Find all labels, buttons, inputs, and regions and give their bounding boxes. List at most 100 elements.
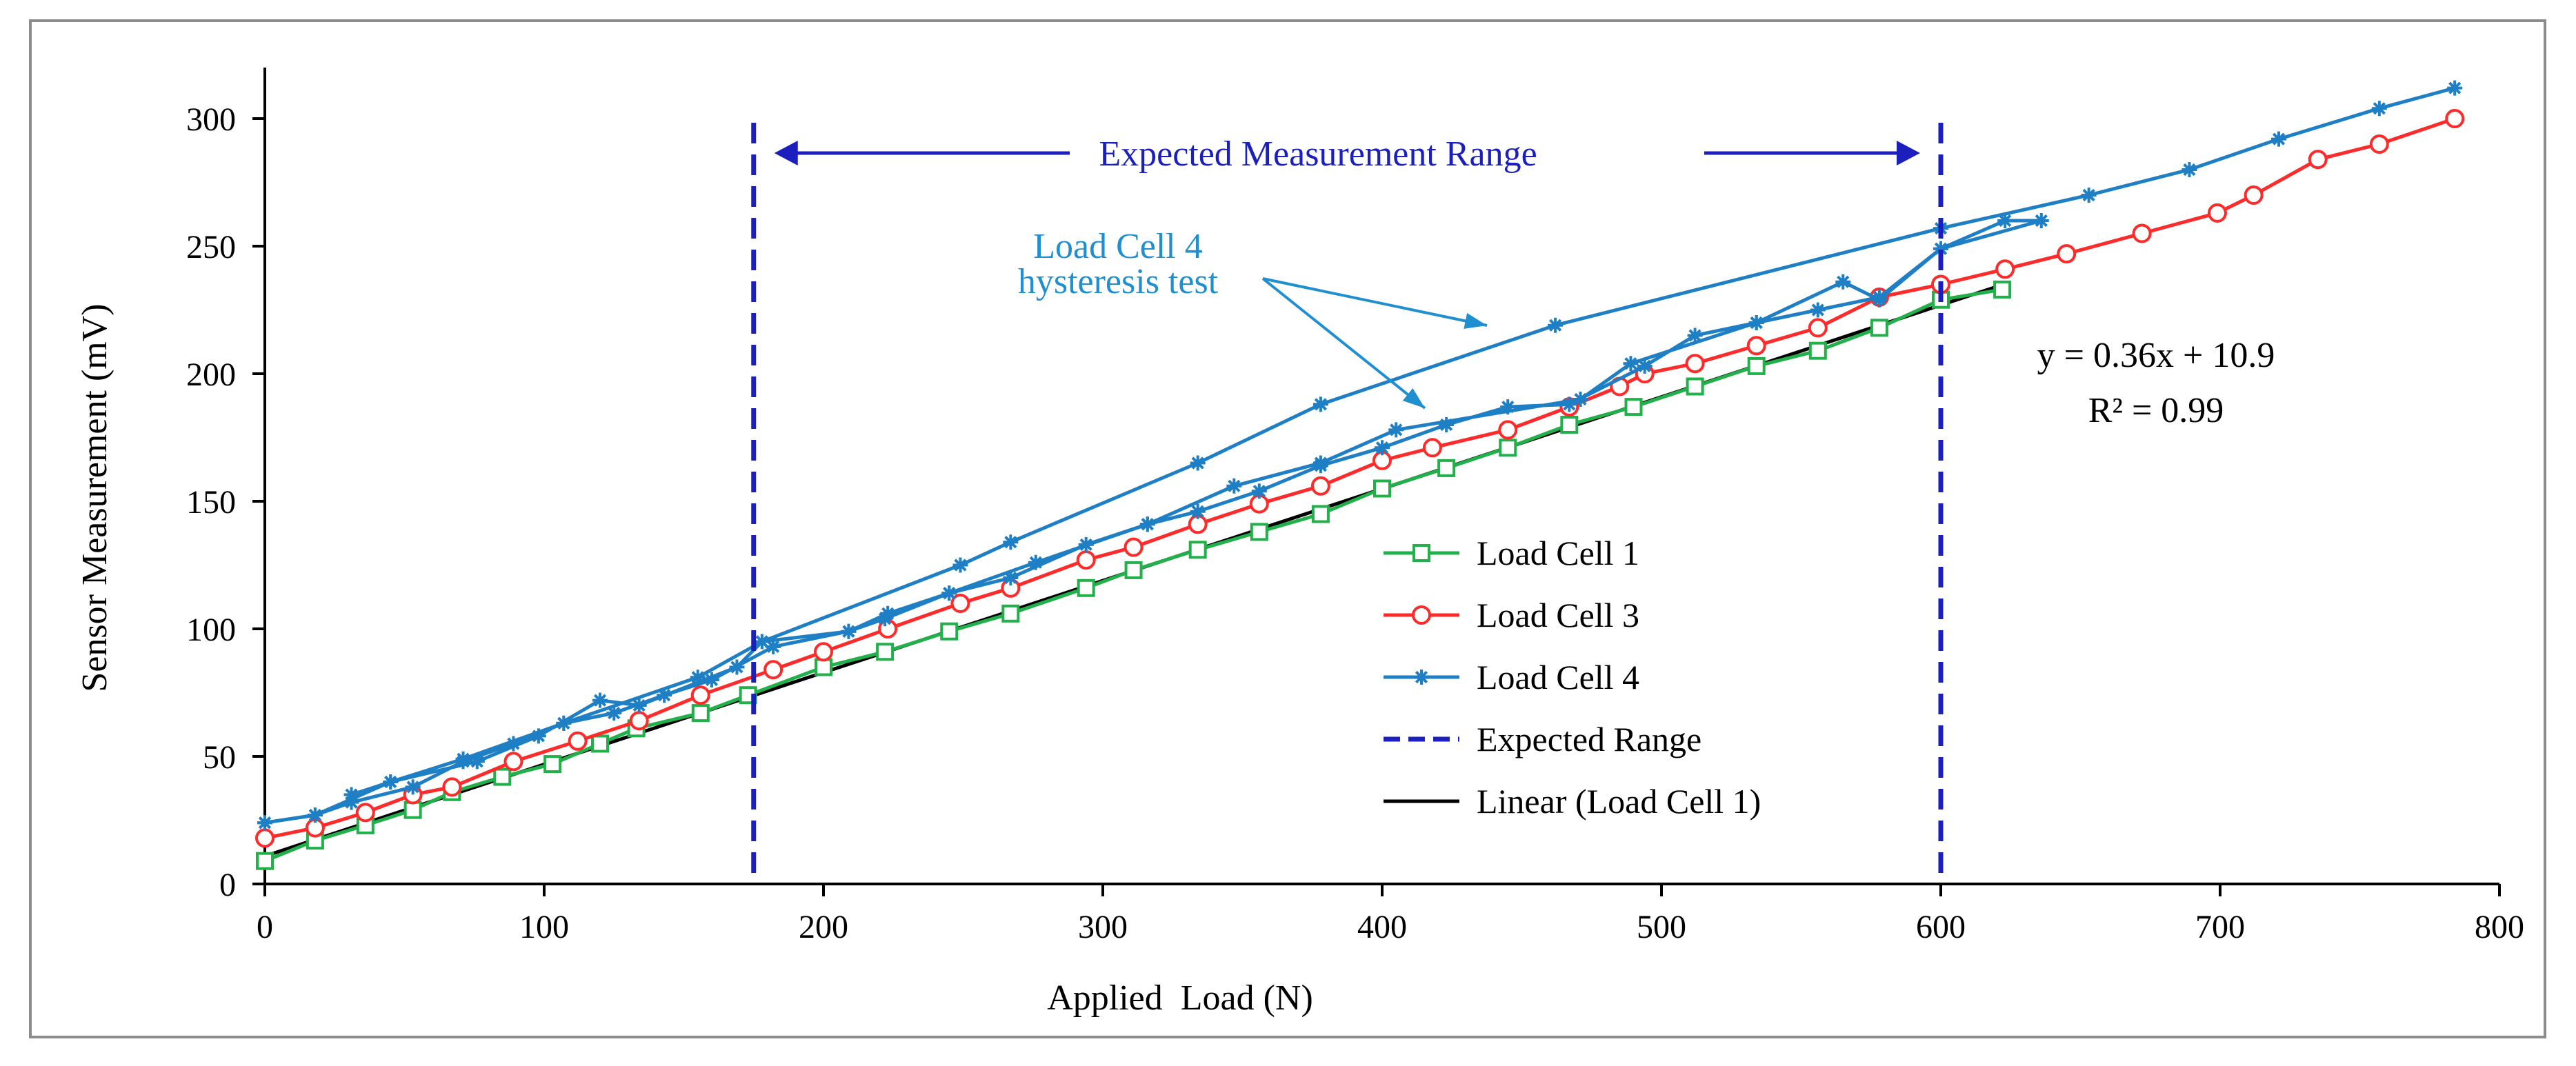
trend-r2: R² = 0.99 <box>2088 391 2224 430</box>
series-1-point <box>690 685 710 705</box>
series-3-point <box>754 634 770 650</box>
x-tick-label: 700 <box>2195 909 2245 945</box>
series-3-point <box>2371 101 2387 117</box>
series-2-point <box>469 754 485 770</box>
series-1-point <box>2369 134 2389 154</box>
series-0-point <box>493 767 512 786</box>
x-tick-label: 0 <box>257 909 273 945</box>
series-2-point <box>1190 503 1206 519</box>
series-line-3 <box>264 86 2455 825</box>
series-2-point <box>1871 292 1887 308</box>
x-tick-label: 300 <box>1078 909 1128 945</box>
series-1-point <box>814 642 833 662</box>
series-1-point <box>1995 259 2015 279</box>
legend-label-0: Load Cell 1 <box>1477 534 1639 572</box>
x-axis-title: Applied Load (N) <box>1047 978 1313 1018</box>
annotation-line1: Load Cell 4 <box>1033 227 1203 266</box>
series-0-point <box>1077 579 1095 597</box>
series-1-point <box>1076 550 1096 570</box>
series-0-point <box>1686 377 1704 396</box>
series-0-point <box>691 704 710 723</box>
series-1-point <box>2445 109 2465 128</box>
series-2-point <box>1623 356 1639 372</box>
trend-equation: y = 0.36x + 10.9 <box>2037 336 2275 375</box>
axes: 0 100 200 300 400 500 600 700 800 0 50 100 150 200 250… <box>186 68 2524 945</box>
series-3-point <box>257 815 272 831</box>
y-tick-label: 100 <box>186 612 236 648</box>
annotation-group <box>1261 277 1488 410</box>
y-tick-label: 150 <box>186 484 236 521</box>
series-0-point <box>256 852 274 870</box>
x-tick-label: 500 <box>1637 909 1686 945</box>
series-0-point <box>403 801 422 819</box>
annotation-arrow-1 <box>1261 277 1426 410</box>
series-2-point <box>1312 455 1328 471</box>
series-0-point <box>1747 356 1766 375</box>
series-2-point <box>1748 315 1764 330</box>
range-arrow-right-head <box>1897 141 1920 165</box>
series-1-point <box>1685 354 1705 374</box>
series-2-point <box>880 605 896 621</box>
series-2-point <box>2033 213 2049 228</box>
series-2-point <box>1687 328 1703 343</box>
series-1-point <box>355 803 375 823</box>
series-2-point <box>1251 483 1267 499</box>
legend-marker-0 <box>1412 544 1430 562</box>
series-1-point <box>568 731 588 751</box>
series-3-point <box>1312 396 1328 412</box>
series-2-point <box>1375 440 1390 456</box>
series-1-point <box>1808 318 1828 338</box>
series-2-point <box>729 659 745 675</box>
series-2-point <box>343 794 359 810</box>
series-1-point <box>503 752 523 772</box>
series-2-point <box>1997 213 2013 228</box>
series-2-point <box>766 638 781 654</box>
series-0-point <box>1373 479 1391 498</box>
series-3-point <box>1190 455 1206 471</box>
series-1-point <box>1746 336 1766 356</box>
series-0-point <box>1001 604 1020 623</box>
series-2-point <box>1003 570 1019 585</box>
y-tick-label: 0 <box>219 867 236 903</box>
series-1-point <box>1422 438 1442 458</box>
legend: Load Cell 1 Load Cell 3 Load Cell 4 Expecte… <box>1384 534 1761 821</box>
series-3-point <box>952 557 968 573</box>
series-line-1 <box>264 117 2456 840</box>
series-0-point <box>1188 541 1207 559</box>
series-2-point <box>1139 516 1155 532</box>
series-0-point <box>1870 319 1888 337</box>
legend-label-4: Linear (Load Cell 1) <box>1477 782 1761 821</box>
series-0-point <box>815 658 832 676</box>
series-3-point <box>455 751 471 767</box>
y-tick-label: 300 <box>186 101 236 138</box>
series-2-point <box>405 779 421 795</box>
series-2-point <box>343 787 359 803</box>
series-2-point <box>1388 422 1404 438</box>
series-group <box>255 80 2465 870</box>
series-2-point <box>1933 241 1948 257</box>
series-2-point <box>1226 478 1242 494</box>
series-2-point <box>841 623 857 639</box>
series-0-point <box>876 643 895 661</box>
series-2-point <box>592 692 608 708</box>
x-tick-label: 200 <box>799 909 848 945</box>
series-2-point <box>1835 274 1851 290</box>
x-tick-label: 400 <box>1357 909 1407 945</box>
series-1-point <box>2207 203 2227 223</box>
x-tick-label: 600 <box>1916 909 1966 945</box>
series-0-point <box>591 734 609 753</box>
annotation-line2: hysteresis test <box>1018 262 1219 301</box>
series-3-point <box>1003 534 1019 550</box>
series-3-point <box>2271 131 2287 147</box>
series-0-point <box>1560 416 1579 434</box>
legend-label-1: Load Cell 3 <box>1477 596 1639 634</box>
series-1-point <box>763 660 783 680</box>
series-1-point <box>2057 244 2077 264</box>
range-label: Expected Measurement Range <box>1099 134 1537 174</box>
legend-marker-1 <box>1412 605 1431 625</box>
series-1-point <box>950 594 970 613</box>
series-2-point <box>506 736 521 752</box>
series-1-point <box>1498 420 1518 440</box>
annotation-arrow-0 <box>1262 277 1488 327</box>
series-2-point <box>877 611 893 627</box>
